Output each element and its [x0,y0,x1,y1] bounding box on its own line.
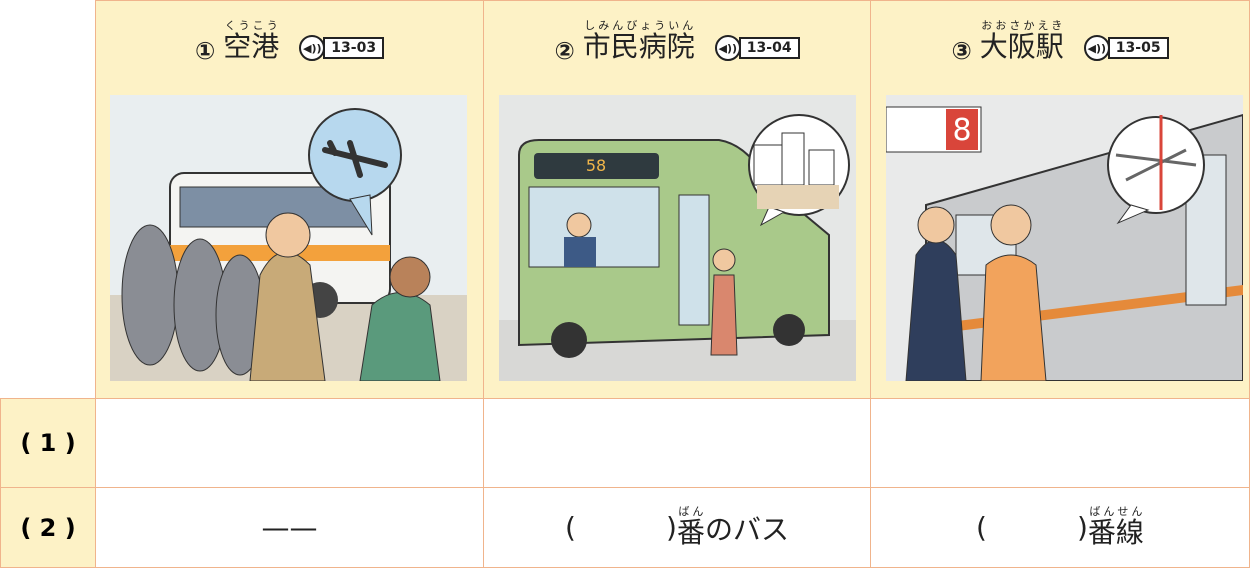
audio-button[interactable]: ◀)) 13-05 [1083,35,1169,61]
title: 空港くうこう [223,19,279,65]
audio-code: 13-04 [738,37,800,59]
ruby: くうこう [223,19,280,32]
answer-cell: ( ) 番線ばんせん [870,487,1250,568]
illustration: 58 [499,95,856,381]
close-paren: ) [665,511,677,544]
header-cell: ② 市民病院しみんびょういん ◀)) 13-04 58 [483,0,871,399]
title-text: 市民病院 [582,30,695,63]
number: ③ [951,37,972,65]
header-cell: ① 空港くうこう ◀)) 13-03 [95,0,484,399]
close-paren: ) [1076,511,1088,544]
answer-cell [95,398,484,488]
audio-code: 13-05 [1107,37,1169,59]
title-line: ① 空港くうこう ◀)) 13-03 [96,19,483,65]
platform-sign: 8 [952,113,971,148]
open-paren: ( [976,511,987,544]
header-cell: ③ 大阪駅おおさかえき ◀)) 13-05 8 [870,0,1250,399]
row-label: ( 1 ) [0,398,96,488]
illustration [110,95,467,381]
row-label: ( 2 ) [0,487,96,568]
speaker-icon: ◀)) [1083,35,1110,61]
speaker-icon: ◀)) [714,35,741,61]
audio-code: 13-03 [323,37,385,59]
title: 市民病院しみんびょういん [583,19,695,65]
dash: —— [261,511,318,544]
answer-cell [483,398,871,488]
answer-cell: ( ) 番ばん のバス [483,487,871,568]
audio-button[interactable]: ◀)) 13-04 [714,35,800,61]
audio-button[interactable]: ◀)) 13-03 [299,35,385,61]
ruby: おおさかえき [979,19,1064,32]
title-text: 空港 [223,30,280,63]
ruby: しみんびょういん [582,19,695,32]
title: 大阪駅おおさかえき [980,19,1064,65]
title-text: 大阪駅 [979,30,1064,63]
answer-cell: —— [95,487,484,568]
kanji-text: 番線 [1087,515,1144,549]
title-line: ③ 大阪駅おおさかえき ◀)) 13-05 [871,19,1249,65]
answer-cell [870,398,1250,488]
kanji: 番線ばんせん [1088,505,1144,551]
number: ② [554,37,575,65]
title-line: ② 市民病院しみんびょういん ◀)) 13-04 [484,19,870,65]
open-paren: ( [565,511,576,544]
kanji: 番ばん [677,505,705,551]
number: ① [194,37,216,65]
ruby: ばん [676,504,705,518]
bus-sign: 58 [586,156,606,175]
answer-text: のバス [704,512,789,546]
illustration: 8 [886,95,1243,381]
ruby: ばんせん [1087,504,1144,518]
speaker-icon: ◀)) [299,35,326,61]
kanji-text: 番 [676,515,705,549]
